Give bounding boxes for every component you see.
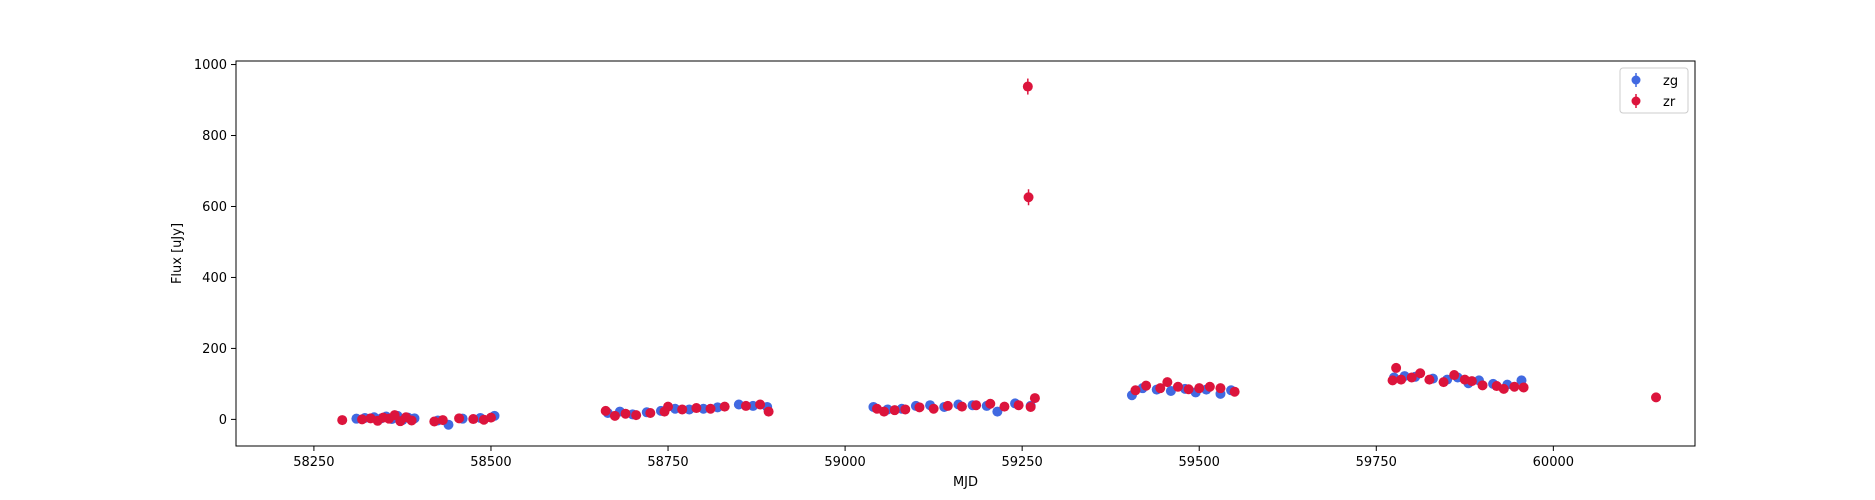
y-tick-label: 600 [202,200,227,215]
data-point-zr [1391,362,1402,373]
x-tick-label: 58500 [470,455,511,470]
data-point-zr [645,408,656,418]
x-axis-ticks: 58250 58500 58750 59000 59250 59500 59750 60000 [293,446,1574,470]
data-point-zr [1415,368,1426,379]
data-point-zr [763,406,774,417]
y-tick-label: 200 [202,342,227,357]
plot-frame [235,60,1696,447]
data-point-zr [705,403,716,414]
data-point-zr [889,405,900,416]
legend-label: zg [1663,74,1678,89]
data-point-zr [663,401,674,412]
x-tick-label: 60000 [1533,455,1574,470]
x-tick-label: 59500 [1179,455,1220,470]
legend-item-zg: zg [1631,73,1678,89]
data-point-zr [755,399,766,410]
data-point-zr [1215,383,1226,394]
data-point-zr [429,416,440,427]
x-tick-label: 58250 [293,455,334,470]
data-point-zr [956,401,967,412]
y-axis-ticks: 0 200 400 600 800 1000 [194,58,236,428]
data-point-zr [1141,380,1152,391]
data-point-zr [1477,380,1488,391]
data-point-zr [1387,375,1398,386]
x-tick-label: 59750 [1356,455,1397,470]
data-point-zr [1424,374,1435,385]
data-point-zr [1172,381,1183,392]
data-point-zr [1162,377,1173,388]
x-tick-label: 59250 [1001,455,1042,470]
data-point-zr [437,415,448,426]
data-point-zr [691,403,702,414]
series-zr [337,78,1662,427]
data-point-zr [719,401,730,412]
data-point-zr [1029,393,1040,404]
y-tick-label: 0 [219,413,227,428]
data-point-zr [1022,81,1033,92]
data-point-zr [914,402,925,413]
data-point-zr [1025,401,1036,412]
legend-item-zr: zr [1631,94,1676,110]
data-point-zr [1155,383,1166,394]
data-point-zg [992,406,1003,417]
legend: zg zr [1619,67,1689,114]
data-point-zr [406,415,417,426]
data-point-zr [600,405,611,416]
data-point-zr [985,398,996,409]
data-marks [337,78,1662,430]
data-point-zr [1518,382,1529,393]
data-point-zr [999,401,1010,412]
legend-marker [1631,75,1641,85]
data-point-zr [1406,372,1417,383]
data-point-zr [1013,400,1024,411]
data-point-zr [1229,386,1240,397]
data-point-zr [1438,377,1449,388]
data-point-zr [631,410,642,421]
data-point-zr [337,415,348,426]
x-axis-title: MJD [953,475,978,490]
legend-marker [1631,96,1641,106]
data-point-zr [928,403,939,414]
data-point-zr [1449,370,1460,381]
y-tick-label: 400 [202,271,227,286]
data-point-zr [740,400,751,411]
y-tick-label: 1000 [194,58,227,73]
data-point-zr [468,414,479,425]
data-point-zr [454,413,465,424]
x-tick-label: 59000 [824,455,865,470]
y-axis-title: Flux [uJy] [170,223,185,284]
data-point-zr [942,400,953,411]
data-point-zr [620,408,631,419]
data-point-zr [971,400,982,411]
data-point-zr [357,414,368,425]
legend-label: zr [1663,95,1676,110]
data-point-zr [1498,383,1509,394]
data-point-zr [1466,376,1477,387]
y-tick-label: 800 [202,129,227,144]
data-point-zr [609,410,620,421]
data-point-zr [1396,374,1407,385]
data-point-zr [900,404,911,415]
data-point-zr [677,404,688,415]
data-point-zr [1651,392,1662,403]
data-point-zr [1194,383,1205,394]
data-point-zr [1509,381,1520,392]
x-tick-label: 58750 [647,455,688,470]
data-point-zr [1183,384,1194,395]
data-point-zr [1204,381,1215,392]
data-point-zr [1023,192,1034,203]
data-point-zr [1130,385,1141,396]
data-point-zr [879,406,890,417]
data-point-zr [485,412,496,423]
